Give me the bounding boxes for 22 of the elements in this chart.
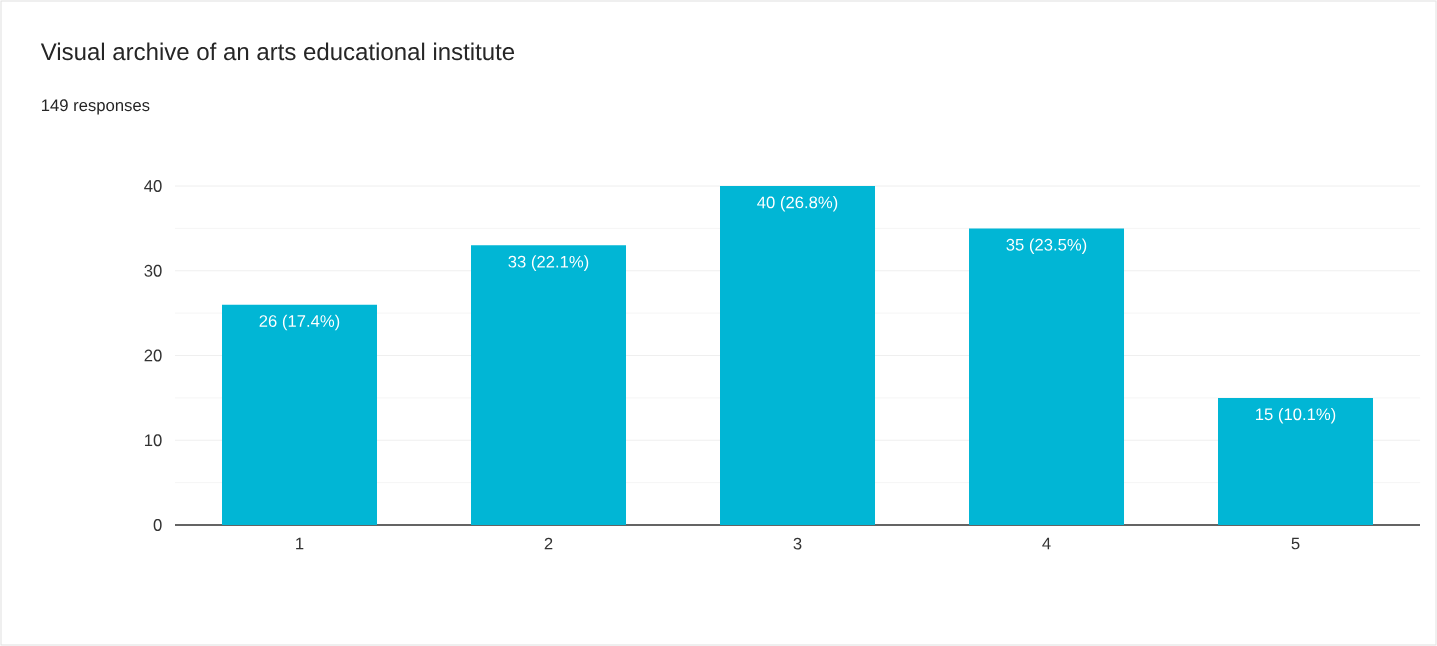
chart-title: Visual archive of an arts educational institute — [40, 42, 515, 61]
y-tick-label: 0 — [153, 519, 162, 531]
data-label: 15 (10.1%) — [1256, 407, 1336, 424]
data-label: 26 (17.4%) — [259, 314, 340, 331]
bar — [222, 304, 377, 526]
bar — [1218, 397, 1374, 526]
bar — [471, 245, 627, 526]
y-tick-label: 40 — [144, 180, 162, 192]
data-label: 35 (23.5%) — [1006, 238, 1087, 254]
bar — [969, 228, 1125, 526]
x-tick-label: 3 — [793, 537, 802, 550]
x-tick-label: 5 — [1291, 537, 1300, 550]
x-tick-label: 4 — [1042, 537, 1051, 550]
y-tick-label: 20 — [144, 349, 162, 362]
bar — [720, 186, 876, 526]
data-label: 40 (26.8%) — [757, 196, 838, 212]
y-tick-label: 30 — [144, 264, 162, 277]
data-label: 33 (22.1%) — [508, 255, 589, 271]
y-tick-label: 10 — [145, 434, 162, 447]
x-tick-label: 1 — [296, 537, 304, 550]
x-tick-label: 2 — [544, 537, 553, 550]
chart-subtitle: 149 responses — [41, 99, 150, 115]
